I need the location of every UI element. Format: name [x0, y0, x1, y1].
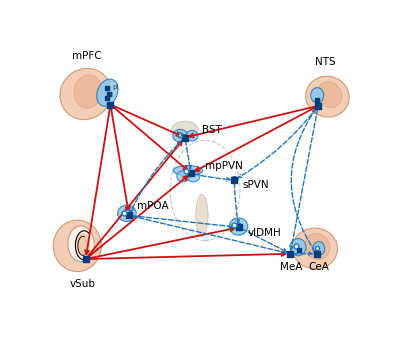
- Ellipse shape: [229, 218, 248, 235]
- Text: vSub: vSub: [70, 279, 96, 288]
- Text: MeA: MeA: [280, 262, 302, 272]
- Ellipse shape: [60, 68, 111, 120]
- Ellipse shape: [173, 166, 203, 176]
- Ellipse shape: [173, 129, 188, 142]
- Ellipse shape: [118, 205, 136, 222]
- Text: mPFC: mPFC: [72, 51, 102, 61]
- Ellipse shape: [311, 88, 324, 103]
- Ellipse shape: [53, 220, 101, 272]
- Ellipse shape: [196, 194, 208, 237]
- Ellipse shape: [186, 130, 198, 141]
- Ellipse shape: [306, 76, 349, 117]
- Text: CeA: CeA: [309, 262, 330, 272]
- Ellipse shape: [74, 75, 102, 108]
- Ellipse shape: [76, 233, 90, 256]
- Text: pl: pl: [112, 84, 118, 90]
- Ellipse shape: [313, 241, 325, 255]
- Text: mPOA: mPOA: [138, 201, 169, 211]
- Text: il: il: [110, 92, 114, 98]
- Text: NTS: NTS: [315, 57, 336, 67]
- Ellipse shape: [305, 233, 330, 260]
- Text: vlDMH: vlDMH: [248, 228, 282, 238]
- Ellipse shape: [187, 171, 200, 182]
- Text: mpPVN: mpPVN: [205, 161, 243, 171]
- Ellipse shape: [290, 239, 306, 256]
- Ellipse shape: [177, 171, 190, 182]
- Ellipse shape: [318, 81, 342, 108]
- Text: sPVN: sPVN: [243, 180, 270, 190]
- Text: pm: pm: [178, 133, 188, 138]
- Ellipse shape: [172, 121, 198, 138]
- Ellipse shape: [68, 226, 94, 262]
- Ellipse shape: [292, 228, 338, 269]
- Ellipse shape: [97, 79, 118, 106]
- Text: BST: BST: [202, 125, 222, 135]
